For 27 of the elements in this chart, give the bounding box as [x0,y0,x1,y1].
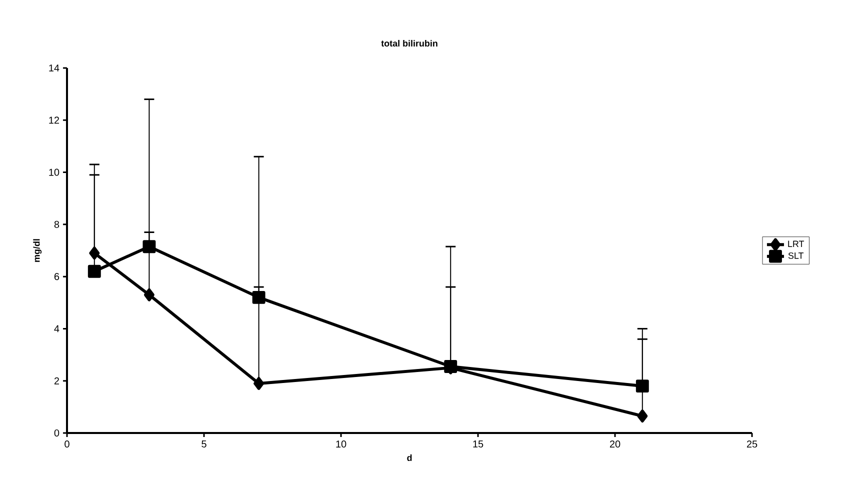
y-tick-label: 10 [49,168,60,176]
legend-label: LRT [788,240,804,247]
x-axis-title: d [407,454,412,461]
point [142,240,156,254]
chart-title: total bilirubin [381,40,438,47]
y-tick-label: 2 [54,377,59,384]
point [89,246,100,260]
point [636,380,649,393]
y-tick-label: 8 [54,220,60,228]
y-tick-label: 14 [49,64,60,72]
point [88,264,101,278]
x-tick-label: 20 [610,440,620,448]
y-tick-label: 12 [49,116,59,124]
legend-label: SLT [788,252,804,259]
x-tick-label: 10 [336,440,346,448]
y-axis-title: mg/dl [33,239,42,262]
point [254,376,264,390]
x-tick-label: 15 [473,440,484,448]
x-tick-label: 0 [64,440,70,448]
point [637,410,648,423]
x-tick-label: 25 [746,440,758,448]
y-tick-label: 0 [54,429,60,437]
point [252,290,266,304]
x-tick-label: 5 [202,440,206,448]
y-tick-label: 4 [54,325,60,332]
point [144,288,154,302]
y-tick-label: 6 [54,273,60,280]
